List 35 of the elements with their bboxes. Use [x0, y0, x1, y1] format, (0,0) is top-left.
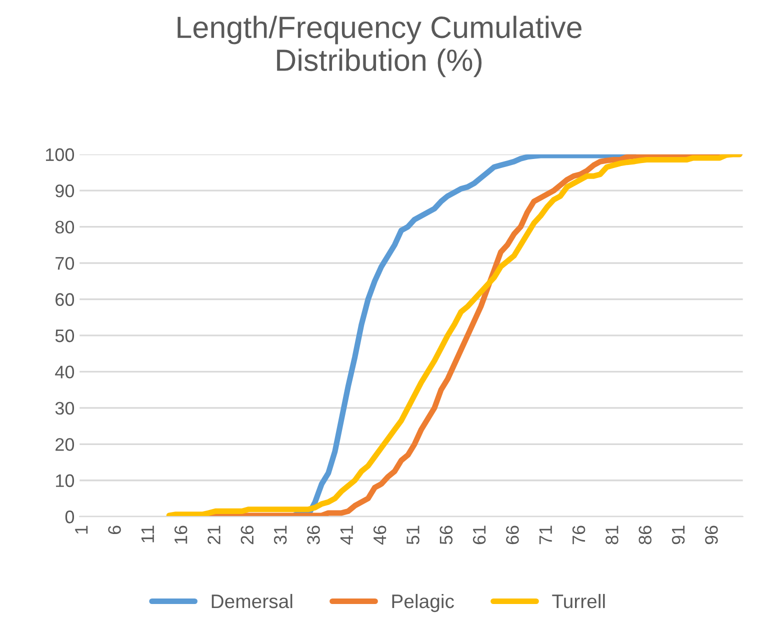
legend-label: Turrell	[552, 594, 605, 608]
y-tick-label: 30	[55, 402, 74, 415]
x-tick-label: 86	[638, 526, 652, 544]
x-tick-label: 76	[572, 526, 586, 544]
x-tick-label: 11	[141, 526, 154, 542]
x-tick-label: 91	[672, 526, 685, 544]
x-tick-label: 26	[240, 526, 254, 544]
x-tick-label: 21	[208, 526, 220, 544]
y-tick-label: 70	[56, 256, 74, 270]
y-tick-label: 10	[56, 474, 74, 488]
legend-label: Demersal	[212, 594, 292, 608]
y-tick-label: 100	[46, 148, 74, 162]
x-tick-label: 41	[340, 526, 353, 545]
x-tick-label: 36	[307, 526, 320, 544]
x-tick-label: 46	[373, 526, 386, 545]
x-tick-label: 81	[606, 526, 618, 544]
x-tick-label: 51	[406, 526, 420, 544]
x-tick-label: 1	[75, 526, 88, 534]
chart-title: Length/Frequency Cumulative Distribution (%)	[178, 16, 582, 78]
x-tick-label: 96	[705, 526, 718, 544]
x-tick-label: 16	[174, 526, 188, 544]
y-tick-label: 40	[55, 366, 74, 378]
y-tick-label: 0	[65, 510, 74, 524]
x-tick-label: 31	[274, 526, 287, 544]
y-tick-label: 20	[56, 438, 74, 451]
x-tick-label: 6	[108, 526, 121, 534]
y-tick-label: 90	[55, 184, 74, 198]
y-tick-label: 80	[55, 220, 74, 234]
legend-label: Pelagic	[392, 594, 454, 612]
x-tick-label: 71	[539, 526, 552, 544]
y-tick-label: 50	[55, 329, 74, 342]
x-tick-label: 56	[440, 526, 453, 544]
x-tick-label: 66	[506, 526, 519, 544]
y-tick-label: 60	[56, 293, 74, 306]
x-tick-label: 61	[472, 526, 486, 544]
